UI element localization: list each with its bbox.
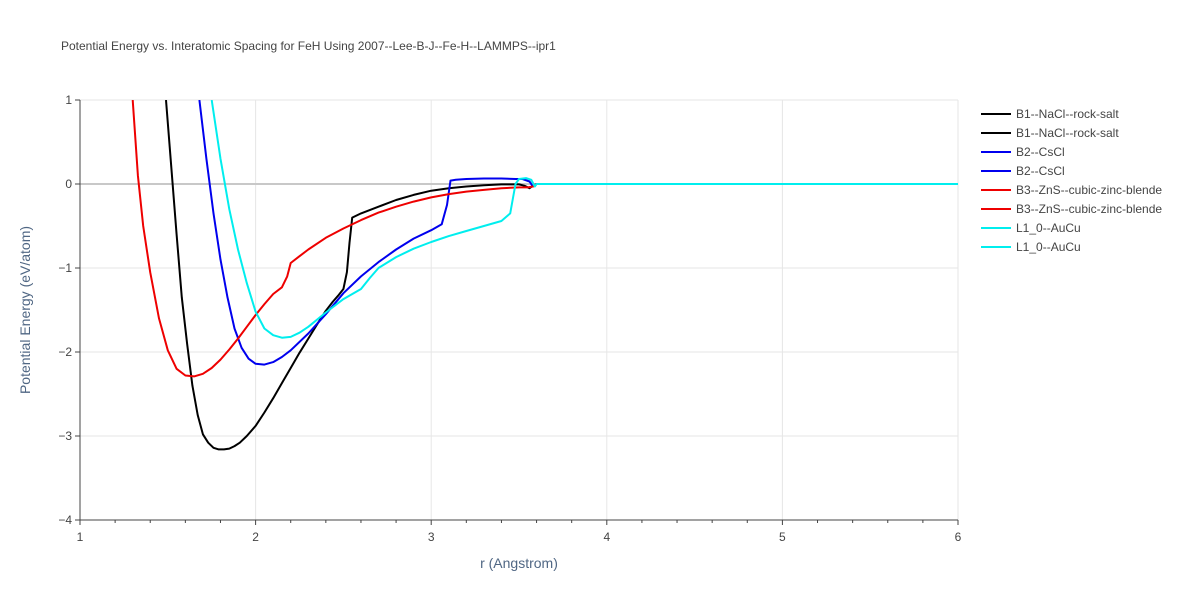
y-tick-label: −4 [58,513,72,527]
legend-label: B3--ZnS--cubic-zinc-blende [1016,183,1162,197]
series-line-b3-zns-cubic-zinc-blende [131,100,958,378]
legend-label: L1_0--AuCu [1016,221,1081,235]
axes [79,100,958,521]
y-axis-ticks: 1 0 −1 −2 −3 −4 [58,93,80,527]
x-tick-label: 2 [252,530,259,544]
series-line-b2-cscl [198,100,958,366]
legend-item[interactable]: B1--NaCl--rock-salt [981,107,1119,121]
chart-title: Potential Energy vs. Interatomic Spacing… [61,39,556,53]
y-tick-label: −2 [58,345,72,359]
x-tick-label: 5 [779,530,786,544]
legend-label: B2--CsCl [1016,164,1065,178]
legend-item[interactable]: B3--ZnS--cubic-zinc-blende [981,202,1162,216]
y-tick-label: −1 [58,261,72,275]
legend[interactable]: B1--NaCl--rock-salt B1--NaCl--rock-salt B2… [981,107,1162,254]
x-axis-title: r (Angstrom) [480,555,558,571]
legend-label: B1--NaCl--rock-salt [1016,126,1119,140]
legend-label: B1--NaCl--rock-salt [1016,107,1119,121]
legend-item[interactable]: L1_0--AuCu [981,221,1081,235]
x-tick-label: 6 [955,530,962,544]
legend-label: B2--CsCl [1016,145,1065,159]
x-tick-label: 3 [428,530,435,544]
legend-item[interactable]: L1_0--AuCu [981,240,1081,254]
legend-label: B3--ZnS--cubic-zinc-blende [1016,202,1162,216]
legend-item[interactable]: B3--ZnS--cubic-zinc-blende [981,183,1162,197]
series-line-b1-nacl-rock-salt [165,100,958,451]
series-lines [131,100,958,451]
y-axis-title: Potential Energy (eV/atom) [17,226,33,394]
legend-label: L1_0--AuCu [1016,240,1081,254]
y-tick-label: −3 [58,429,72,443]
legend-item[interactable]: B1--NaCl--rock-salt [981,126,1119,140]
x-tick-label: 1 [77,530,84,544]
series-line-l1-0-aucu [210,100,958,339]
y-tick-label: 1 [65,93,72,107]
legend-item[interactable]: B2--CsCl [981,164,1065,178]
grid [80,99,959,520]
x-axis-ticks: 1 2 3 4 5 6 [77,520,962,544]
x-tick-label: 4 [603,530,610,544]
legend-item[interactable]: B2--CsCl [981,145,1065,159]
y-tick-label: 0 [65,177,72,191]
